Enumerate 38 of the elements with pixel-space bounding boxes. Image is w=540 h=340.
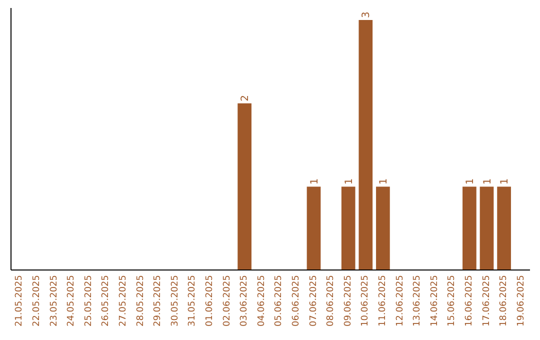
x-tick-label: 07.06.2025 [308,275,319,327]
x-tick-label: 02.06.2025 [222,275,232,327]
data-label: 1 [344,178,355,185]
x-tick-label: 11.06.2025 [378,275,388,327]
x-tick-label: 17.06.2025 [482,275,492,327]
x-tick-label: 19.06.2025 [516,275,526,327]
x-tick-label: 14.06.2025 [430,275,440,327]
data-label: 1 [464,178,476,185]
x-tick-label: 18.06.2025 [499,275,510,327]
data-label: 1 [482,178,494,185]
data-label: 3 [361,12,372,18]
x-tick-label: 09.06.2025 [343,275,354,327]
x-tick-label: 25.05.2025 [84,275,94,327]
x-tick-label: 24.05.2025 [66,275,77,327]
x-tick-label: 26.05.2025 [101,275,112,327]
x-tick-label: 28.05.2025 [136,275,146,327]
x-tick-label: 06.06.2025 [291,275,302,327]
x-tick-label: 23.05.2025 [49,275,60,327]
x-tick-label: 03.06.2025 [240,275,250,327]
data-label: 2 [240,94,252,102]
data-label: 1 [500,178,511,185]
data-label: 1 [378,178,390,185]
x-tick-label: 05.06.2025 [274,275,284,327]
x-tick-label: 13.06.2025 [412,275,423,327]
x-tick-label: 29.05.2025 [153,275,164,327]
x-tick-label: 15.06.2025 [447,275,458,327]
x-tick-label: 22.05.2025 [32,275,42,327]
x-tick-label: 30.05.2025 [170,275,180,327]
x-tick-label: 10.06.2025 [360,275,371,327]
x-tick-label: 04.06.2025 [256,275,267,327]
x-tick-label: 08.06.2025 [326,275,336,327]
x-tick-label: 01.06.2025 [204,275,215,327]
data-label: 1 [309,178,320,185]
x-tick-label: 21.05.2025 [14,275,25,327]
x-tick-label: 16.06.2025 [464,275,474,327]
x-tick-label: 27.05.2025 [118,275,128,327]
x-tick-label: 12.06.2025 [395,275,406,327]
x-tick-label: 31.05.2025 [188,275,198,327]
